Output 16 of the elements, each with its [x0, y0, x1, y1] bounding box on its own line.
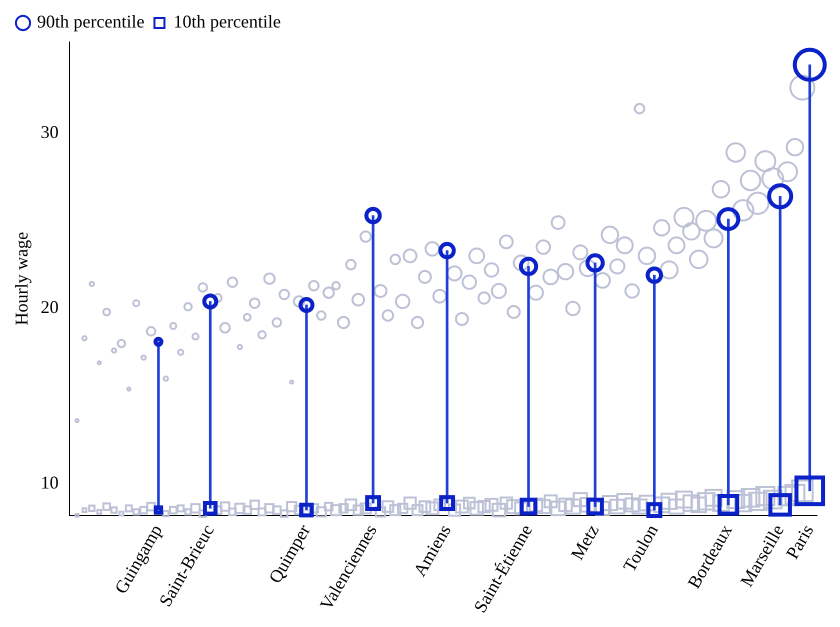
bar [727, 218, 730, 506]
bar [305, 304, 308, 510]
bar [446, 250, 448, 504]
legend-label: 90th percentile [37, 12, 144, 32]
bar [527, 266, 530, 507]
bar [808, 64, 812, 492]
y-tick-label: 30 [40, 122, 59, 142]
bar [653, 274, 656, 510]
y-tick-label: 10 [40, 472, 59, 493]
bar [778, 196, 782, 506]
legend-label: 10th percentile [173, 12, 281, 32]
y-tick-label: 20 [40, 297, 59, 318]
bar [594, 262, 596, 507]
bar [372, 215, 374, 504]
y-axis-title: Hourly wage [12, 232, 32, 326]
bar [208, 301, 212, 509]
